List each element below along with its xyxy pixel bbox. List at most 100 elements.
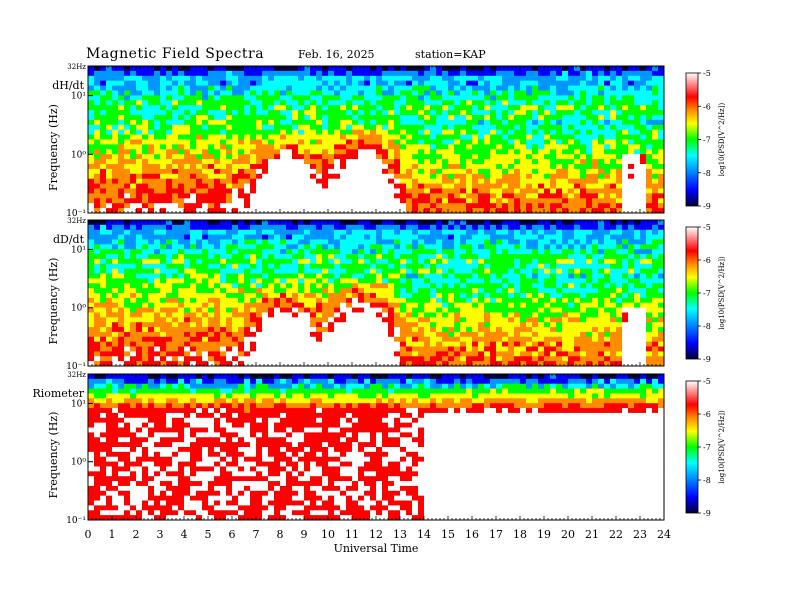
heatmap-cell — [250, 254, 257, 260]
heatmap-cell — [580, 168, 587, 175]
heatmap-cell — [622, 288, 629, 294]
heatmap-cell — [532, 239, 539, 245]
heatmap-cell — [484, 193, 491, 199]
heatmap-cell — [232, 173, 239, 180]
heatmap-cell — [100, 66, 107, 72]
heatmap-cell — [172, 254, 179, 260]
heatmap-cell — [208, 188, 215, 194]
heatmap-cell — [430, 297, 437, 304]
heatmap-cell — [574, 110, 581, 116]
heatmap-cell — [382, 224, 389, 231]
heatmap-cell — [454, 66, 461, 72]
heatmap-cell — [472, 70, 479, 77]
heatmap-cell — [334, 95, 341, 101]
heatmap-cell — [184, 115, 191, 121]
heatmap-cell — [352, 198, 359, 204]
heatmap-cell — [658, 302, 665, 308]
heatmap-cell — [220, 149, 227, 155]
heatmap-cell — [556, 105, 563, 111]
heatmap-cell — [136, 119, 143, 126]
heatmap-cell — [268, 249, 275, 255]
heatmap-cell — [556, 164, 563, 170]
heatmap-cell — [430, 198, 437, 204]
heatmap-cell — [304, 224, 311, 231]
heatmap-cell — [526, 124, 533, 131]
heatmap-cell — [142, 297, 149, 304]
heatmap-cell — [364, 229, 371, 235]
heatmap-cell — [406, 173, 413, 180]
heatmap-cell — [400, 297, 407, 304]
heatmap-cell — [448, 154, 455, 160]
heatmap-cell — [112, 293, 119, 299]
heatmap-cell — [256, 70, 263, 77]
heatmap-cell — [394, 268, 401, 274]
heatmap-cell — [604, 220, 611, 226]
heatmap-cell — [202, 100, 209, 106]
heatmap-cell — [592, 203, 599, 209]
heatmap-cell — [340, 263, 347, 270]
heatmap-cell — [400, 302, 407, 308]
heatmap-cell — [538, 66, 545, 72]
heatmap-cell — [118, 268, 125, 274]
heatmap-cell — [166, 198, 173, 204]
heatmap-cell — [394, 283, 401, 289]
heatmap-cell — [436, 66, 443, 72]
heatmap-cell — [598, 254, 605, 260]
heatmap-cell — [610, 164, 617, 170]
heatmap-cell — [388, 183, 395, 189]
heatmap-cell — [316, 129, 323, 135]
heatmap-cell — [574, 178, 581, 184]
heatmap-cell — [274, 70, 281, 77]
heatmap-cell — [178, 178, 185, 184]
heatmap-cell — [160, 258, 167, 265]
heatmap-cell — [568, 278, 575, 284]
heatmap-cell — [412, 134, 419, 140]
heatmap-cell — [646, 198, 653, 204]
heatmap-cell — [256, 164, 263, 170]
heatmap-cell — [388, 95, 395, 101]
heatmap-cell — [466, 164, 473, 170]
heatmap-cell — [610, 220, 617, 226]
heatmap-cell — [202, 119, 209, 126]
heatmap-cell — [286, 149, 293, 155]
heatmap-cell — [484, 188, 491, 194]
heatmap-cell — [322, 203, 329, 209]
heatmap-cell — [532, 178, 539, 184]
heatmap-cell — [292, 193, 299, 199]
heatmap-cell — [172, 208, 179, 214]
heatmap-cell — [430, 229, 437, 235]
heatmap-cell — [556, 134, 563, 140]
heatmap-cell — [298, 124, 305, 131]
heatmap-cell — [352, 273, 359, 279]
heatmap-cell — [406, 278, 413, 284]
heatmap-cell — [160, 129, 167, 135]
heatmap-cell — [88, 183, 95, 189]
heatmap-cell — [448, 224, 455, 231]
heatmap-cell — [586, 124, 593, 131]
heatmap-cell — [106, 100, 113, 106]
heatmap-cell — [334, 263, 341, 270]
heatmap-cell — [604, 254, 611, 260]
heatmap-cell — [262, 193, 269, 199]
heatmap-cell — [352, 119, 359, 126]
heatmap-cell — [394, 263, 401, 270]
heatmap-cell — [316, 273, 323, 279]
heatmap-cell — [298, 224, 305, 231]
heatmap-cell — [220, 220, 227, 226]
heatmap-cell — [616, 178, 623, 184]
heatmap-cell — [616, 208, 623, 214]
heatmap-cell — [628, 149, 635, 155]
heatmap-cell — [520, 75, 527, 82]
heatmap-cell — [298, 134, 305, 140]
heatmap-cell — [118, 124, 125, 131]
heatmap-cell — [202, 173, 209, 180]
heatmap-cell — [400, 80, 407, 86]
heatmap-cell — [376, 288, 383, 294]
heatmap-cell — [652, 80, 659, 86]
heatmap-cell — [460, 115, 467, 121]
heatmap-cell — [394, 144, 401, 150]
heatmap-cell — [424, 273, 431, 279]
heatmap-cell — [160, 220, 167, 226]
heatmap-cell — [328, 119, 335, 126]
heatmap-cell — [598, 110, 605, 116]
